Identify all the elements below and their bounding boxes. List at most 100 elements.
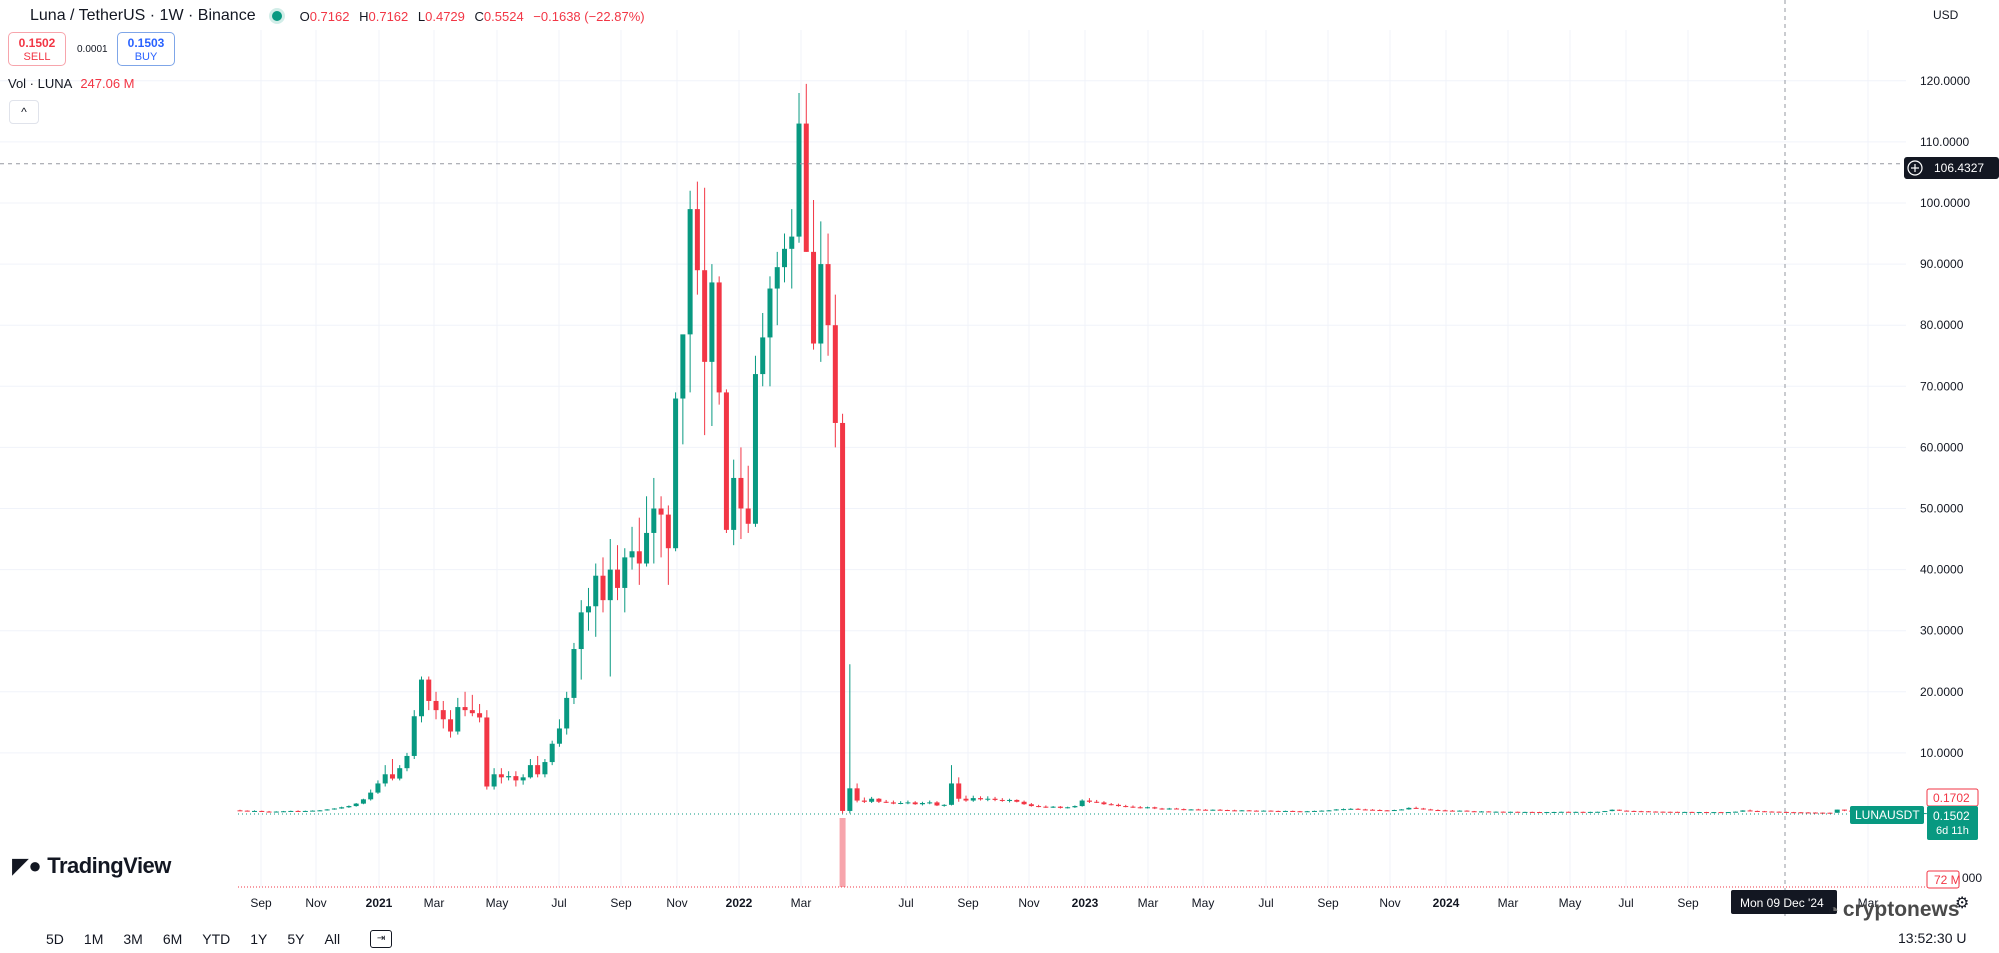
candle-body xyxy=(397,768,403,779)
candle xyxy=(1471,810,1477,813)
candle-body xyxy=(811,251,817,344)
candle-body xyxy=(1072,806,1078,808)
candlestick-series xyxy=(237,83,1927,815)
candle-body xyxy=(789,236,795,249)
candle xyxy=(1812,812,1818,814)
candle-body xyxy=(273,811,279,813)
candle xyxy=(1660,811,1666,813)
candle xyxy=(731,459,737,546)
range-5y-button[interactable]: 5Y xyxy=(287,931,305,947)
currency-label[interactable]: USD xyxy=(1933,8,1959,22)
candle xyxy=(1747,809,1753,812)
candle-body xyxy=(440,710,446,720)
clock[interactable]: 13:52:30 U xyxy=(1898,930,1967,946)
range-ytd-button[interactable]: YTD xyxy=(202,931,231,947)
candle xyxy=(1384,810,1390,812)
candle xyxy=(506,771,512,781)
candle-body xyxy=(1486,811,1492,813)
candle-body xyxy=(556,728,562,744)
candle xyxy=(1072,805,1078,808)
range-3m-button[interactable]: 3M xyxy=(123,931,143,947)
candle-body xyxy=(1217,809,1223,811)
candle xyxy=(1130,805,1136,808)
time-tick-label: Sep xyxy=(957,896,979,910)
candle xyxy=(978,796,984,801)
candle xyxy=(687,190,693,393)
sell-button[interactable]: 0.1502 SELL xyxy=(8,32,66,66)
gear-icon[interactable]: ⚙ xyxy=(1955,895,1970,912)
candle-body xyxy=(1384,810,1390,812)
candle-body xyxy=(578,612,584,650)
candle-body xyxy=(1602,811,1608,813)
price-axis-tail-label: 000 xyxy=(1962,871,1982,885)
candle-body xyxy=(1304,811,1310,813)
candle-body xyxy=(1508,811,1513,813)
range-5d-button[interactable]: 5D xyxy=(46,931,64,947)
range-6m-button[interactable]: 6M xyxy=(162,931,183,947)
candle-body xyxy=(498,774,504,778)
candle-body xyxy=(1108,804,1114,806)
candle xyxy=(1718,811,1724,814)
symbol-title[interactable]: Luna / TetherUS · 1W · Binance xyxy=(30,7,256,24)
cryptonews-watermark: ◔ cryptonews xyxy=(1828,898,1960,922)
candle xyxy=(752,355,758,527)
candle-body xyxy=(1653,811,1659,813)
candle xyxy=(237,809,243,812)
candle-body xyxy=(1551,811,1557,813)
candle xyxy=(1217,809,1223,811)
range-all-button[interactable]: All xyxy=(324,931,341,947)
candle-body xyxy=(1362,809,1368,811)
candle-body xyxy=(1711,812,1717,814)
candle-body xyxy=(1435,810,1441,812)
crosshair-price-label: 106.4327 xyxy=(1904,157,1999,179)
candle xyxy=(1428,808,1434,811)
candle-body xyxy=(1791,812,1797,814)
countdown-text: 6d 11h xyxy=(1936,825,1969,837)
candle-body xyxy=(317,810,323,812)
candle-body xyxy=(1275,810,1281,812)
candle xyxy=(593,563,599,637)
range-1y-button[interactable]: 1Y xyxy=(250,931,268,947)
candle xyxy=(1616,809,1622,811)
symbol-last-price-tag: LUNAUSDT 0.1502 6d 11h xyxy=(1850,806,1978,840)
candle xyxy=(1791,811,1797,814)
candle xyxy=(1174,807,1180,810)
crosshair-price-text: 106.4327 xyxy=(1934,161,1984,175)
candle xyxy=(585,587,591,631)
price-tick-label: 50.0000 xyxy=(1920,502,1964,516)
collapse-legend-button[interactable]: ^ xyxy=(9,100,39,124)
candle xyxy=(266,810,272,813)
buy-button[interactable]: 0.1503 BUY xyxy=(117,32,175,66)
candle xyxy=(1028,803,1034,807)
candle-body xyxy=(948,783,954,805)
candle-body xyxy=(818,264,824,344)
candle xyxy=(1580,811,1586,813)
time-tick-label: Mar xyxy=(1138,896,1159,910)
candle-body xyxy=(1232,810,1238,812)
candle xyxy=(244,810,250,812)
candle-body xyxy=(1754,810,1760,812)
candle-body xyxy=(1733,811,1739,813)
candle-body xyxy=(593,575,599,607)
candle xyxy=(600,557,606,613)
candle-body xyxy=(564,697,570,729)
spread-value: 0.0001 xyxy=(77,44,108,55)
candle-body xyxy=(1493,811,1499,813)
candle-body xyxy=(847,788,853,811)
tradingview-logo[interactable]: ◤● TradingView xyxy=(12,853,171,879)
candle-body xyxy=(324,809,330,811)
candle-body xyxy=(484,717,490,787)
range-1m-button[interactable]: 1M xyxy=(83,931,104,947)
candle xyxy=(382,765,388,787)
time-tick-label: Mar xyxy=(791,896,812,910)
last-price-text: 0.1502 xyxy=(1933,809,1970,823)
add-alert-icon[interactable] xyxy=(1907,160,1923,176)
candle-body xyxy=(1159,808,1165,810)
go-to-date-icon[interactable]: ⇥ xyxy=(370,930,393,948)
candle-body xyxy=(665,514,671,549)
candle xyxy=(1827,812,1833,814)
candle xyxy=(1311,810,1317,812)
volume-legend[interactable]: Vol · LUNA 247.06 M xyxy=(8,76,135,91)
candle-body xyxy=(1464,810,1470,812)
